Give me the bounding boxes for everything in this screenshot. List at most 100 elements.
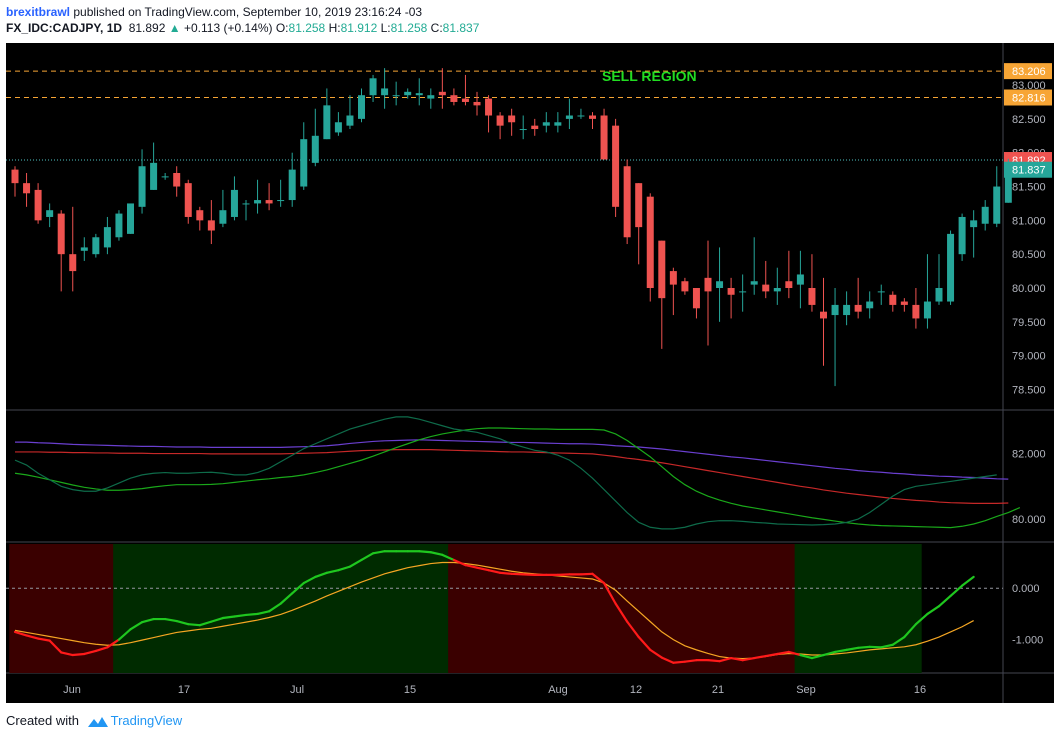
- author-link[interactable]: brexitbrawl: [6, 5, 71, 19]
- candle-body: [207, 220, 215, 231]
- candle-body: [184, 183, 192, 217]
- x-tick-label: 12: [630, 684, 642, 696]
- oscillator-line-segment: [487, 569, 502, 574]
- oscillator-line-segment: [880, 643, 894, 649]
- y-tick-label: 79.000: [1012, 351, 1046, 363]
- osc-y-tick-label: 0.000: [1012, 583, 1040, 595]
- chart-header: brexitbrawl published on TradingView.com…: [6, 4, 1046, 36]
- oscillator-line-segment: [522, 573, 536, 576]
- x-tick-label: Jul: [290, 684, 304, 696]
- candle-body: [277, 200, 285, 202]
- candle-body: [242, 203, 250, 205]
- oscillator-line-segment: [833, 648, 848, 654]
- y-tick-label: 80.500: [1012, 249, 1046, 261]
- price-label-text: 82.816: [1012, 93, 1046, 105]
- symbol-label: FX_IDC:CADJPY, 1D: [6, 21, 123, 35]
- candle-body: [808, 288, 816, 305]
- low-label: L:: [380, 21, 391, 35]
- oscillator-line-segment: [591, 572, 606, 585]
- candle-body: [392, 95, 400, 97]
- ohlc-line: FX_IDC:CADJPY, 1D 81.892 ▲ +0.113 (+0.14…: [6, 20, 1046, 36]
- tradingview-brand[interactable]: TradingView: [110, 713, 183, 728]
- candle-body: [103, 227, 111, 248]
- candle-body: [57, 213, 65, 255]
- y-tick-label: 81.500: [1012, 182, 1046, 194]
- oscillator-line-segment: [371, 550, 386, 555]
- candle-body: [773, 288, 781, 292]
- oscillator-line-segment: [903, 623, 918, 639]
- candle-body: [23, 183, 31, 194]
- oscillator-line-segment: [198, 620, 213, 627]
- candle-body: [80, 247, 88, 251]
- candle-body: [473, 101, 481, 106]
- close-label: C:: [430, 21, 443, 35]
- x-tick-label: Sep: [796, 684, 816, 696]
- oscillator-line-segment: [845, 646, 860, 651]
- oscillator-line-segment: [649, 648, 663, 659]
- candle-body: [600, 115, 608, 160]
- x-tick-label: 17: [178, 684, 190, 696]
- close-label-box: [1004, 161, 1052, 178]
- candle-body: [161, 176, 169, 178]
- oscillator-zone-band: [448, 544, 807, 673]
- x-tick-label: 16: [914, 684, 926, 696]
- low-value: 81.258: [390, 21, 428, 35]
- oscillator-line-segment: [891, 635, 906, 646]
- candle-body: [438, 91, 446, 96]
- candle-body: [958, 216, 966, 255]
- y-tick-label: 83.000: [1012, 80, 1046, 92]
- candle-body: [923, 301, 931, 319]
- tradingview-logo-icon: [87, 716, 108, 727]
- high-value: 81.912: [340, 21, 378, 35]
- candle-body: [681, 281, 689, 292]
- oscillator-line-segment: [683, 659, 698, 663]
- candle-body: [704, 277, 712, 292]
- oscillator-line-segment: [579, 572, 594, 576]
- candle-body: [820, 311, 827, 319]
- oscillator-line-segment: [302, 575, 317, 585]
- oscillator-line-segment: [452, 558, 467, 567]
- candle-body: [415, 93, 423, 96]
- candle-body: [623, 166, 631, 238]
- oscillator-line-segment: [210, 616, 224, 623]
- chart-area[interactable]: 83.000 82.500 82.000 81.500 81.000 80.500 80.0…: [6, 43, 1054, 703]
- chart-canvas[interactable]: 83.000 82.500 82.000 81.500 81.000 80.500 80.0…: [6, 43, 1054, 703]
- oscillator-line-segment: [614, 602, 629, 623]
- candle-body: [831, 304, 839, 316]
- high-label: H:: [328, 21, 341, 35]
- oscillator-line-segment: [164, 617, 178, 623]
- candle-body: [993, 186, 1001, 224]
- oscillator-line-segment: [499, 571, 513, 575]
- signal-line: [14, 561, 974, 660]
- candle-body: [716, 281, 724, 288]
- oscillator-line-segment: [48, 639, 63, 654]
- y-tick-label: 78.500: [1012, 384, 1046, 396]
- candle-body: [381, 88, 389, 96]
- candle-body: [127, 203, 134, 234]
- x-tick-label: Aug: [548, 684, 568, 696]
- candle-body: [912, 304, 920, 319]
- candle-body: [843, 304, 851, 316]
- oscillator-line-segment: [117, 628, 132, 641]
- price-label-box: [1004, 89, 1052, 106]
- oscillator-line-segment: [106, 638, 121, 649]
- oscillator-line-segment: [475, 566, 490, 572]
- candle-body: [1004, 163, 1012, 203]
- candle-body: [196, 210, 204, 221]
- x-tick-label: 21: [712, 684, 724, 696]
- candle-body: [254, 200, 262, 204]
- candle-body: [69, 254, 77, 272]
- candle-body: [150, 162, 158, 190]
- candle-body: [785, 281, 793, 288]
- y-tick-label: 79.500: [1012, 317, 1046, 329]
- published-text: published on TradingView.com, September …: [73, 5, 423, 19]
- candle-body: [947, 233, 955, 302]
- oscillator-line-segment: [626, 620, 640, 639]
- candle-body: [427, 95, 435, 99]
- oscillator-line-segment: [510, 572, 525, 576]
- oscillator-line-segment: [187, 623, 201, 627]
- ma-y-tick-label: 80.000: [1012, 514, 1046, 526]
- close-label-text: 81.837: [1012, 165, 1046, 177]
- candle-body: [577, 115, 585, 117]
- candle-body: [496, 115, 504, 126]
